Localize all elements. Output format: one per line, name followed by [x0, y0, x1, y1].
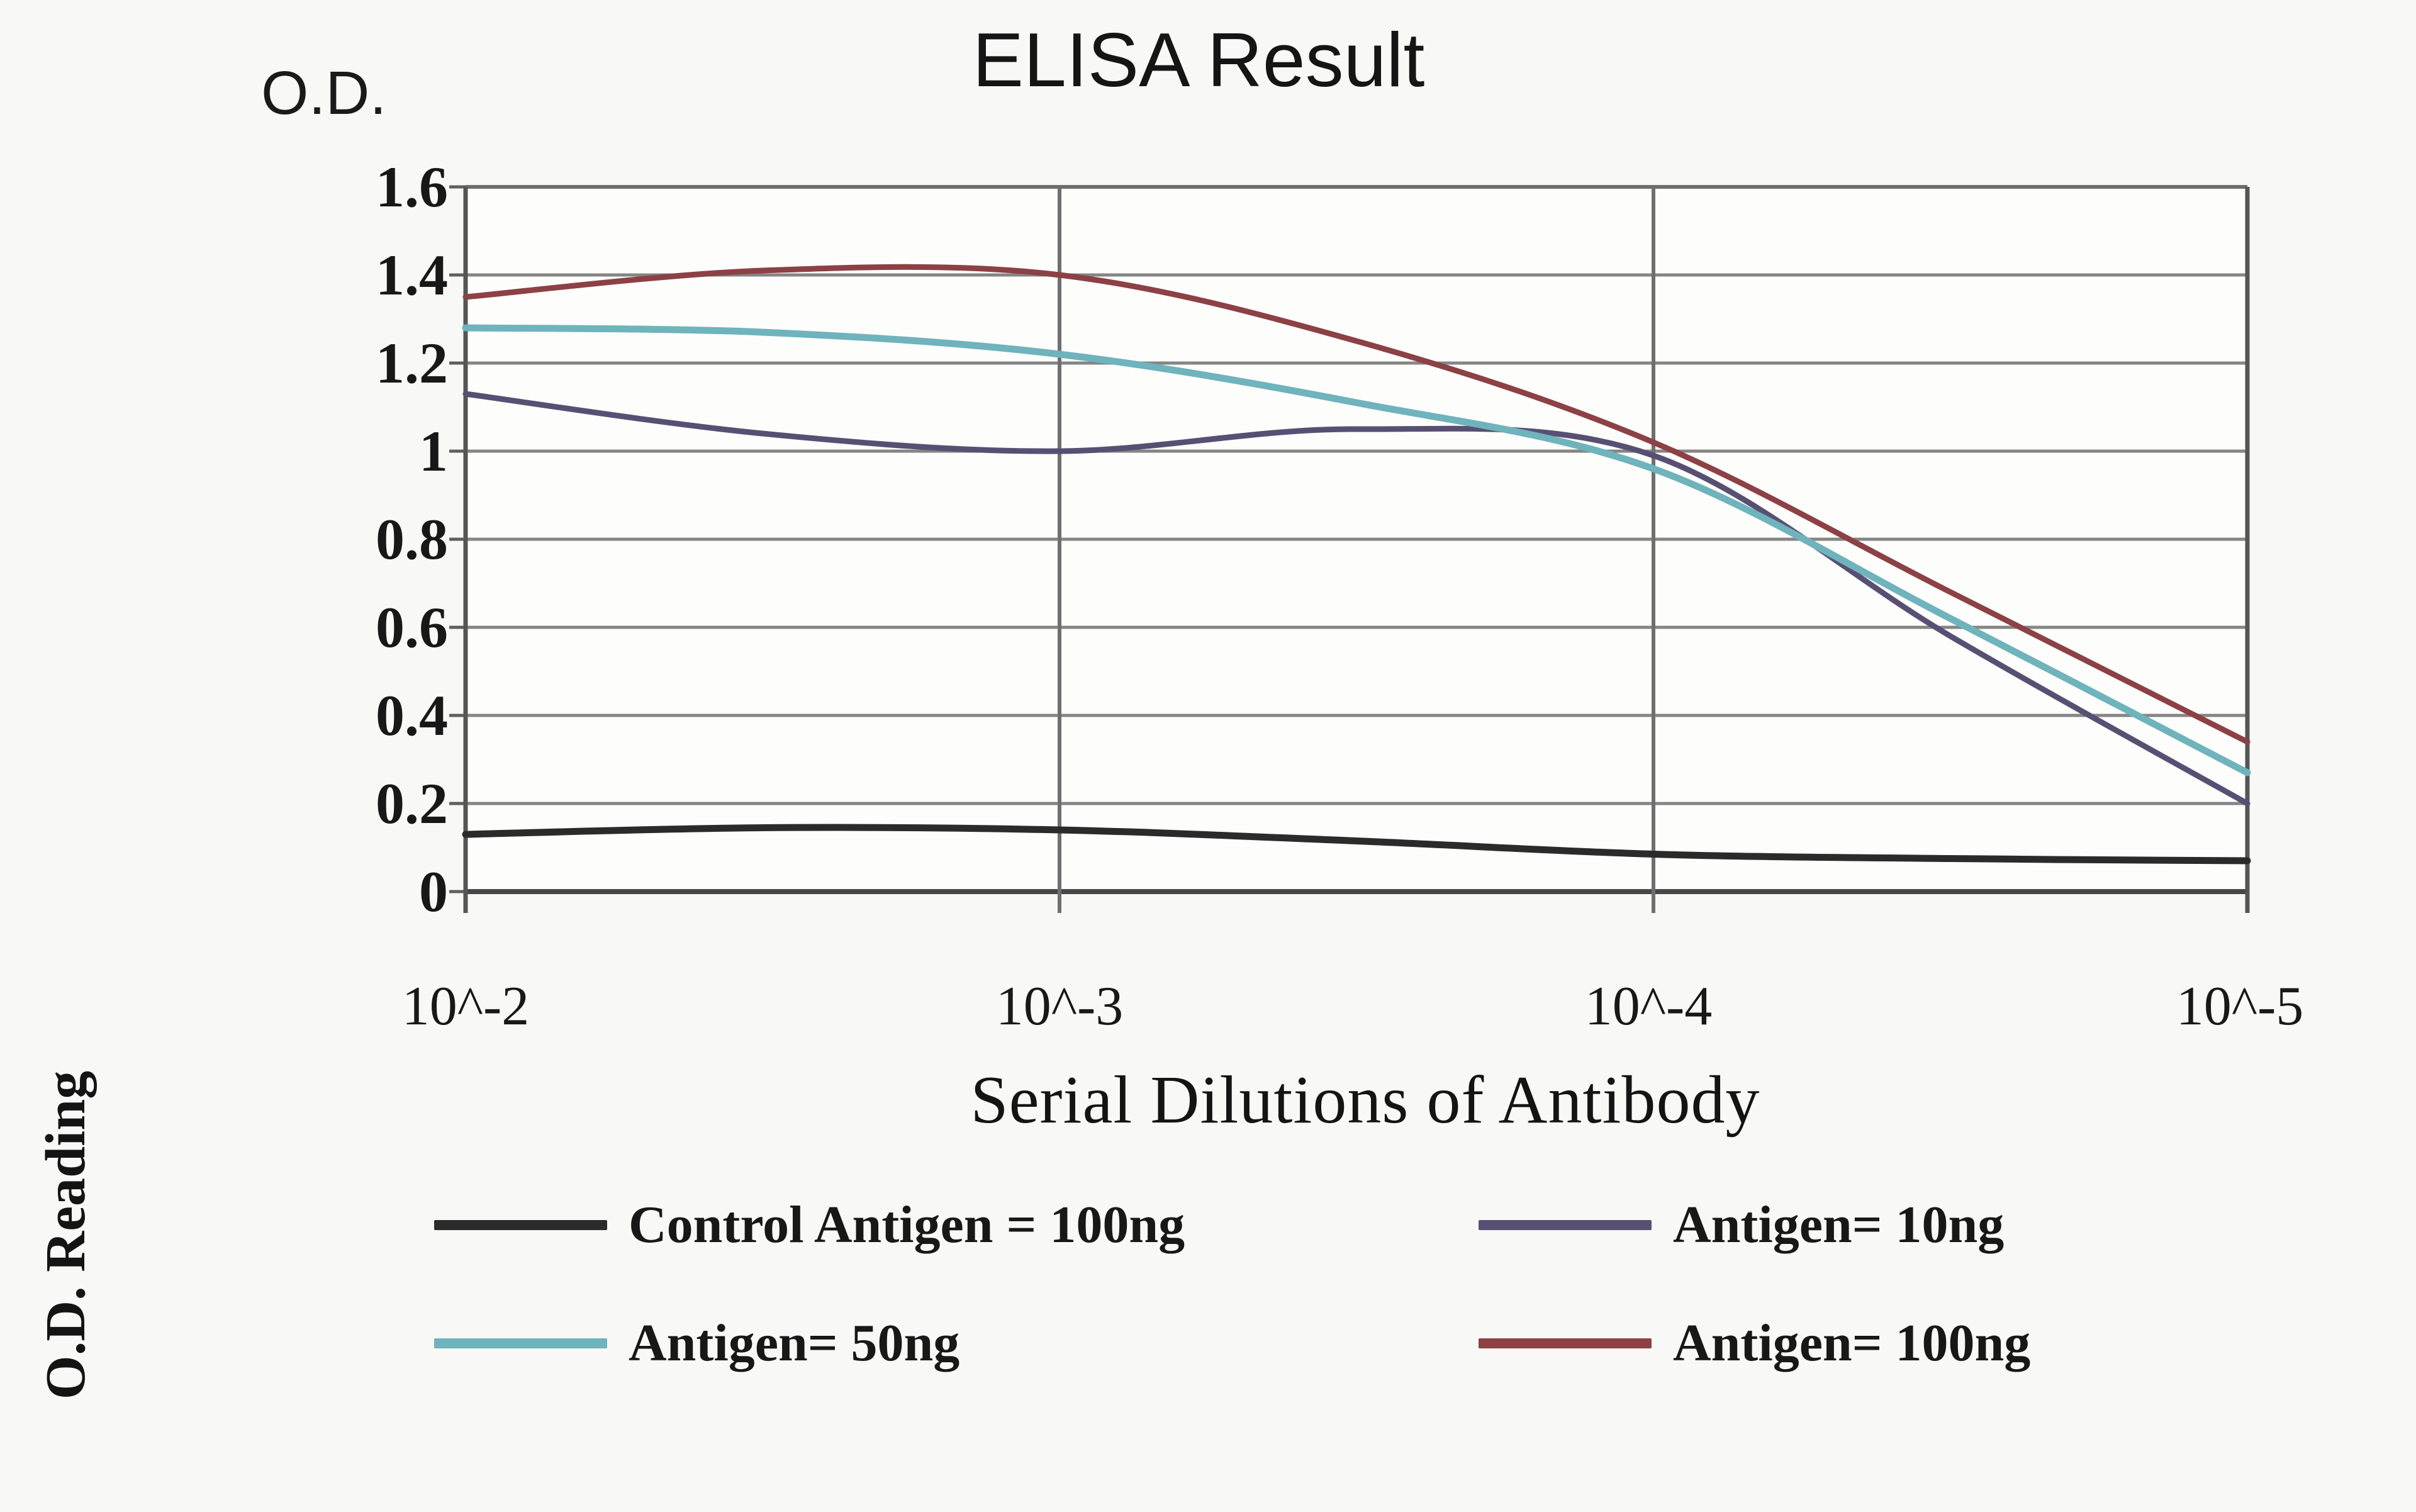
- chart-title: ELISA Result: [972, 17, 1425, 103]
- y-tick-label: 0.4: [376, 683, 448, 748]
- y-tick-label: 1.2: [376, 331, 448, 395]
- y-tick-label: 0.8: [376, 507, 448, 571]
- x-tick-label: 10^-5: [2176, 976, 2304, 1037]
- y-tick-label: 0: [419, 860, 448, 924]
- legend-item: Antigen= 10ng: [1479, 1189, 2004, 1261]
- legend-line-swatch: [1479, 1338, 1652, 1348]
- legend-label: Antigen= 100ng: [1673, 1313, 2031, 1372]
- series-line-antigen-50ng: [462, 324, 2251, 776]
- y-tick-label: 0.6: [376, 595, 448, 659]
- y-axis-corner-label: O.D.: [261, 59, 387, 127]
- series-line-antigen-10ng: [462, 391, 2251, 807]
- legend-label: Antigen= 50ng: [629, 1313, 960, 1372]
- x-tick-label: 10^-4: [1584, 976, 1713, 1037]
- legend-line-swatch: [1479, 1219, 1652, 1230]
- series-line-control-antigen-100ng: [462, 824, 2251, 865]
- x-tick-label: 10^-3: [995, 976, 1124, 1037]
- y-axis-title: O.D. Reading: [35, 1070, 97, 1400]
- legend-item: Antigen= 50ng: [434, 1307, 959, 1379]
- legend-line-swatch: [434, 1219, 607, 1230]
- legend-item: Control Antigen = 100ng: [434, 1189, 1185, 1261]
- series-line-antigen-100ng: [462, 264, 2251, 745]
- x-axis-title: Serial Dilutions of Antibody: [970, 1063, 1760, 1138]
- y-tick-label: 1: [419, 419, 448, 483]
- legend-item: Antigen= 100ng: [1479, 1307, 2030, 1379]
- x-tick-label: 10^-2: [401, 976, 530, 1037]
- legend-label: Antigen= 10ng: [1673, 1195, 2005, 1254]
- legend-line-swatch: [434, 1338, 607, 1348]
- legend-label: Control Antigen = 100ng: [629, 1195, 1185, 1254]
- y-tick-label: 1.6: [376, 155, 448, 219]
- y-tick-label: 1.4: [376, 243, 448, 307]
- y-tick-label: 0.2: [376, 771, 448, 836]
